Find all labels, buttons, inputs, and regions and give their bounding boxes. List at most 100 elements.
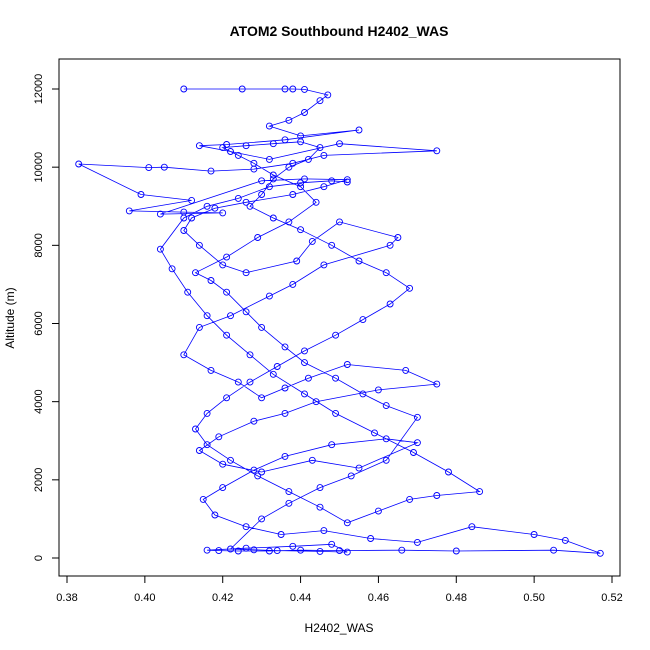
data-point (258, 323, 266, 331)
data-point (242, 523, 250, 531)
data-point (301, 175, 308, 183)
data-point (215, 547, 223, 555)
data-point (199, 495, 207, 503)
y-tick-label: 12000 (33, 74, 45, 105)
x-tick-label: 0.46 (368, 592, 389, 604)
data-point (293, 257, 301, 265)
data-point (269, 140, 277, 148)
data-point (227, 456, 234, 464)
y-tick-label: 10000 (33, 152, 45, 183)
data-point (285, 116, 293, 124)
data-point (301, 359, 308, 367)
data-point (273, 363, 281, 370)
data-point (468, 523, 476, 531)
data-point (355, 126, 363, 134)
data-point (413, 413, 421, 421)
data-point (297, 546, 305, 554)
data-point (203, 546, 211, 554)
data-point (184, 288, 192, 296)
data-point (269, 370, 277, 378)
data-point (192, 425, 199, 433)
data-point (343, 548, 351, 556)
data-point (328, 441, 336, 449)
data-point (223, 331, 231, 339)
data-point (281, 452, 289, 460)
data-point (402, 366, 410, 374)
data-point (250, 417, 258, 425)
x-tick-label: 0.42 (212, 592, 233, 604)
data-point (156, 210, 164, 218)
data-point (195, 241, 203, 249)
data-point (433, 380, 441, 388)
data-point (355, 257, 363, 265)
data-point (250, 466, 258, 474)
data-point (328, 177, 336, 185)
data-point (343, 361, 351, 368)
data-point (281, 343, 289, 351)
data-point (476, 488, 484, 496)
data-point (336, 218, 343, 226)
data-point (234, 378, 242, 386)
data-point (265, 155, 273, 163)
data-point (265, 292, 273, 300)
data-point (192, 269, 199, 277)
y-tick-label: 0 (33, 555, 45, 561)
data-point (367, 535, 375, 542)
data-point (304, 155, 312, 163)
x-tick-label: 0.44 (290, 592, 311, 604)
data-point (332, 374, 340, 382)
data-point (180, 227, 188, 234)
data-point (374, 507, 382, 515)
data-point (223, 288, 231, 296)
data-point (265, 183, 273, 191)
data-point (242, 198, 250, 206)
data-point (596, 549, 604, 557)
data-point (207, 277, 215, 284)
data-point (246, 351, 254, 359)
data-point (297, 179, 305, 187)
data-point (406, 284, 414, 292)
data-point (258, 515, 266, 523)
data-point (203, 312, 211, 320)
data-point (320, 261, 328, 269)
data-point (550, 546, 558, 554)
y-axis-label: Altitude (m) (3, 287, 17, 348)
data-point (332, 331, 340, 339)
data-point (316, 97, 324, 105)
data-point (195, 447, 203, 454)
data-point (238, 85, 246, 93)
data-point (320, 151, 328, 159)
data-point (316, 144, 324, 152)
data-point (207, 366, 215, 374)
data-point (308, 237, 316, 245)
data-point (258, 177, 266, 185)
data-point (386, 241, 394, 249)
data-point (328, 241, 336, 249)
data-point (137, 191, 145, 198)
data-point (227, 545, 234, 553)
data-point (203, 409, 211, 417)
data-point (343, 176, 351, 184)
data-point (382, 456, 390, 464)
data-point (320, 183, 328, 191)
data-point (332, 409, 340, 417)
data-point (343, 519, 351, 527)
data-point (277, 531, 285, 538)
plot-frame (58, 58, 621, 577)
data-point (258, 191, 266, 198)
data-point (254, 472, 262, 480)
data-point (297, 226, 305, 234)
data-point (188, 214, 196, 222)
data-point (382, 269, 390, 277)
data-point (242, 544, 250, 552)
data-point (386, 300, 394, 308)
data-point (219, 261, 227, 269)
data-point (312, 198, 320, 206)
data-point (219, 460, 227, 468)
data-point (336, 140, 343, 148)
data-point (289, 542, 297, 550)
data-point (382, 402, 390, 410)
data-point (223, 394, 231, 402)
